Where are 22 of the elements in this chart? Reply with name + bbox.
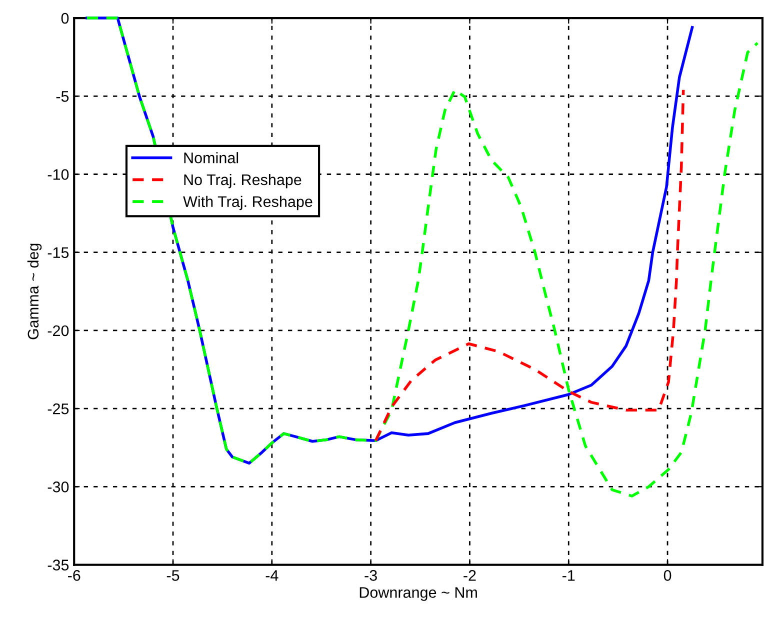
y-tick-label: -30 <box>48 482 69 492</box>
x-tick-label: -2 <box>464 570 476 581</box>
legend-label: No Traj. Reshape <box>184 174 302 188</box>
legend-label: With Traj. Reshape <box>183 196 312 210</box>
legend-label: Nominal <box>184 152 238 164</box>
y-tick-label: -20 <box>48 325 69 336</box>
x-tick-label: -6 <box>68 570 80 581</box>
y-tick-label: -35 <box>48 560 69 570</box>
y-tick-label: -25 <box>48 403 69 414</box>
x-tick-label: -3 <box>364 570 377 581</box>
y-tick-label: -10 <box>48 169 69 180</box>
y-tick-label: -15 <box>48 247 69 258</box>
y-tick-label: -5 <box>56 91 69 102</box>
x-tick-label: -1 <box>562 570 575 581</box>
line-series <box>374 88 685 442</box>
x-tick-label: -4 <box>266 570 278 581</box>
y-axis-title: Gamma ~ deg <box>27 244 42 340</box>
x-tick-label: -5 <box>166 570 180 581</box>
y-tick-label: 0 <box>61 12 69 24</box>
line-series <box>86 16 759 498</box>
x-tick-label: 0 <box>664 570 672 581</box>
x-axis-title: Downrange ~ Nm <box>360 587 477 601</box>
